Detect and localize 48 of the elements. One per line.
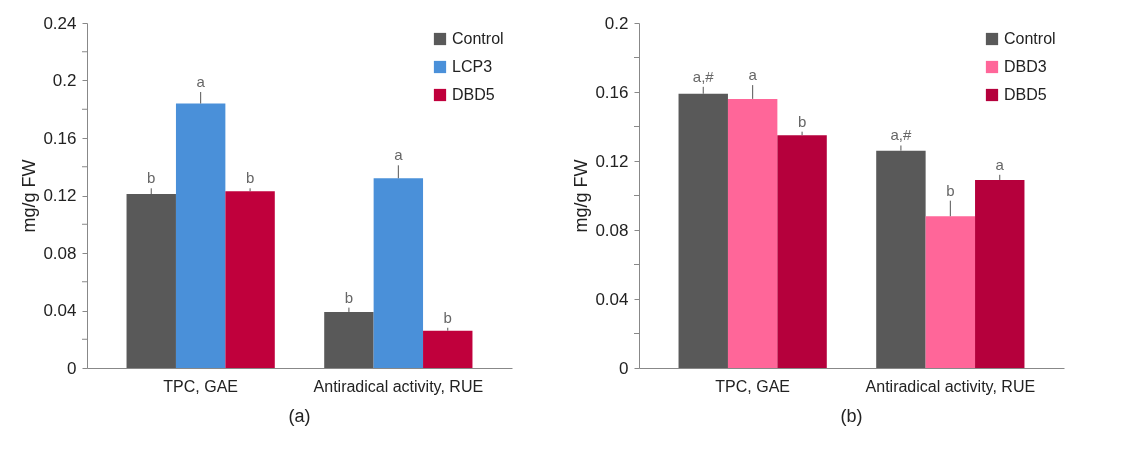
bar [777,135,827,368]
legend-label: DBD3 [1004,58,1047,75]
legend-label: Control [1004,30,1056,47]
y-tick-label: 0.2 [52,71,77,90]
bar [975,179,1025,368]
bar [373,178,424,368]
y-tick-label: 0.04 [595,289,629,309]
y-tick-label: 0.08 [43,243,77,263]
text: (b) [840,406,863,426]
legend-label: LCP3 [452,58,493,75]
annotation: a [995,155,1005,173]
annotation: b [147,169,156,187]
x-tick-label: TPC, GAE [163,377,239,395]
y-axis-title: mg/g FW [19,159,40,233]
y-tick-label: 0 [67,358,77,378]
bar [175,103,226,368]
y-tick-label: 0.12 [43,186,77,205]
annotation: a [748,66,758,84]
legend-label: Control [452,30,504,47]
x-tick-label: TPC, GAE [715,377,791,395]
annotation: a,# [890,126,912,144]
y-tick-label: 0.08 [595,220,629,240]
bar [925,216,976,368]
y-axis-title: mg/g FW [571,159,592,233]
annotation: b [245,169,255,187]
text: (a) [288,406,311,426]
y-tick-label: 0.24 [43,13,77,33]
y-tick-label: 0.04 [43,301,77,320]
annotation: a [196,73,206,90]
bar [225,191,275,368]
y-tick-label: 0.16 [595,82,629,102]
legend-label: DBD5 [1004,86,1047,103]
annotation: b [797,112,807,130]
y-tick-label: 0.2 [604,13,629,33]
bar [324,311,374,368]
annotation: a,# [692,67,715,85]
annotation: a [394,146,404,164]
y-tick-label: 0 [619,358,629,378]
legend-label: DBD5 [452,86,495,103]
annotation: b [344,288,354,306]
bar [423,330,473,368]
x-tick-label: Antiradical activity, RUE [865,377,1036,395]
y-tick-label: 0.12 [595,151,629,171]
annotation: b [443,308,452,326]
y-tick-label: 0.16 [43,128,77,148]
x-tick-label: Antiradical activity, RUE [313,377,484,395]
bar [727,98,778,368]
annotation: b [946,181,955,199]
